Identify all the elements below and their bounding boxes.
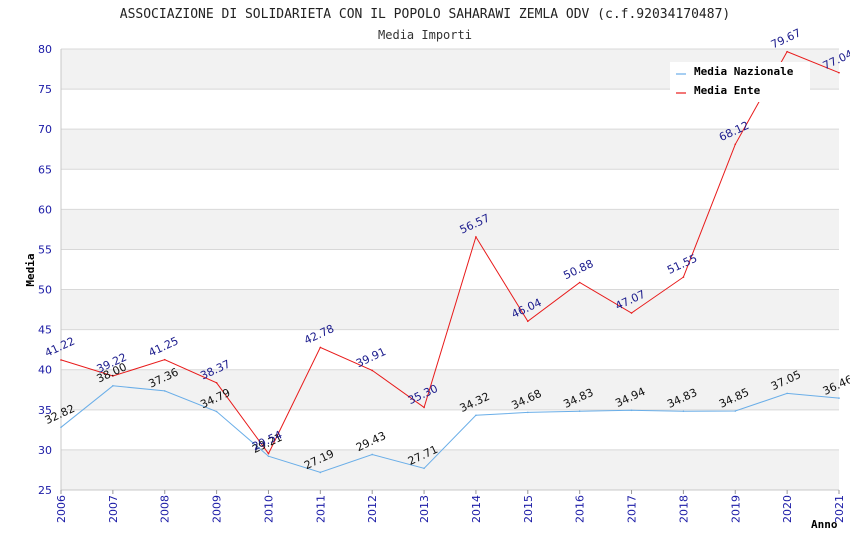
legend-label-media-nazionale: Media Nazionale (694, 65, 794, 78)
data-point (423, 467, 425, 470)
data-point (734, 410, 737, 412)
x-tick-label: 2017 (626, 495, 639, 523)
data-label: 50.88 (561, 257, 595, 282)
data-point (786, 392, 788, 395)
data-point (786, 50, 788, 53)
data-label: 41.25 (147, 334, 181, 359)
data-point (60, 359, 62, 361)
x-tick-label: 2010 (262, 495, 275, 523)
grid-lines (61, 48, 839, 491)
legend-label-media-ente: Media Ente (694, 84, 761, 97)
x-tick-label: 2012 (366, 495, 379, 523)
y-tick-label: 45 (38, 324, 52, 337)
data-point (371, 369, 374, 372)
data-point (838, 397, 840, 399)
x-tick-label: 2013 (418, 495, 431, 523)
data-point (112, 384, 114, 387)
data-point (527, 320, 529, 323)
data-point (267, 452, 270, 455)
x-tick-label: 2014 (470, 495, 483, 523)
plot-band (61, 129, 839, 170)
data-point (838, 71, 840, 74)
y-tick-label: 30 (38, 444, 52, 457)
data-point (630, 409, 633, 412)
x-tick-label: 2020 (781, 495, 794, 523)
plot-band (61, 209, 839, 250)
tick-labels: 25 30 35 40 45 50 55 60 65 70 75 80 2006 2007 2008 2009… (38, 43, 846, 523)
y-tick-label: 35 (38, 404, 52, 417)
data-label: 79.67 (769, 26, 803, 51)
x-tick-label: 2016 (574, 495, 587, 523)
x-tick-label: 2006 (55, 495, 68, 523)
data-label: 51.55 (665, 252, 699, 277)
data-point (163, 390, 166, 392)
series-lines (60, 50, 840, 474)
y-tick-label: 75 (38, 83, 52, 96)
x-tick-label: 2009 (211, 495, 224, 523)
data-point (734, 143, 737, 146)
data-point (371, 453, 374, 456)
data-point (578, 410, 581, 412)
data-point (319, 471, 322, 474)
data-label: 41.22 (43, 335, 77, 360)
y-tick-label: 65 (38, 163, 52, 176)
chart-subtitle: Media Importi (378, 28, 472, 42)
y-tick-label: 70 (38, 123, 52, 136)
x-tick-label: 2011 (314, 495, 327, 523)
data-point (267, 455, 270, 458)
series-line-media-nazionale (60, 385, 840, 473)
data-point (527, 411, 529, 414)
data-point (630, 312, 633, 314)
series-line-media-ente (60, 50, 840, 455)
axes (60, 49, 840, 494)
data-point (682, 276, 685, 278)
plot-band (61, 449, 839, 490)
y-tick-label: 40 (38, 364, 52, 377)
data-point (163, 358, 166, 361)
data-point (112, 375, 114, 377)
y-tick-label: 80 (38, 43, 52, 56)
x-tick-label: 2018 (677, 495, 690, 523)
y-tick-label: 50 (38, 284, 52, 297)
data-point (475, 236, 477, 238)
legend: Media Nazionale Media Ente (670, 62, 810, 102)
plot-bands (61, 49, 839, 490)
x-tick-label: 2015 (522, 495, 535, 523)
y-axis-label: Media (24, 253, 37, 286)
y-tick-label: 60 (38, 203, 52, 216)
data-point (60, 426, 62, 429)
x-tick-label: 2007 (107, 495, 120, 523)
data-point (475, 414, 477, 417)
chart-title: ASSOCIAZIONE DI SOLIDARIETA CON IL POPOL… (120, 7, 730, 22)
x-tick-label: 2019 (729, 495, 742, 523)
data-point (578, 281, 581, 284)
legend-box (670, 62, 810, 102)
x-axis-label: Anno (811, 518, 838, 531)
y-tick-label: 25 (38, 484, 52, 497)
data-label: 39.91 (354, 345, 388, 370)
data-point (215, 381, 218, 384)
data-point (682, 410, 685, 412)
x-tick-label: 2008 (159, 495, 172, 523)
plot-band (61, 369, 839, 410)
data-point (319, 346, 322, 349)
data-point (215, 410, 218, 413)
data-point (423, 406, 425, 409)
y-tick-label: 55 (38, 243, 52, 256)
x-tick-label: 2021 (833, 495, 846, 523)
